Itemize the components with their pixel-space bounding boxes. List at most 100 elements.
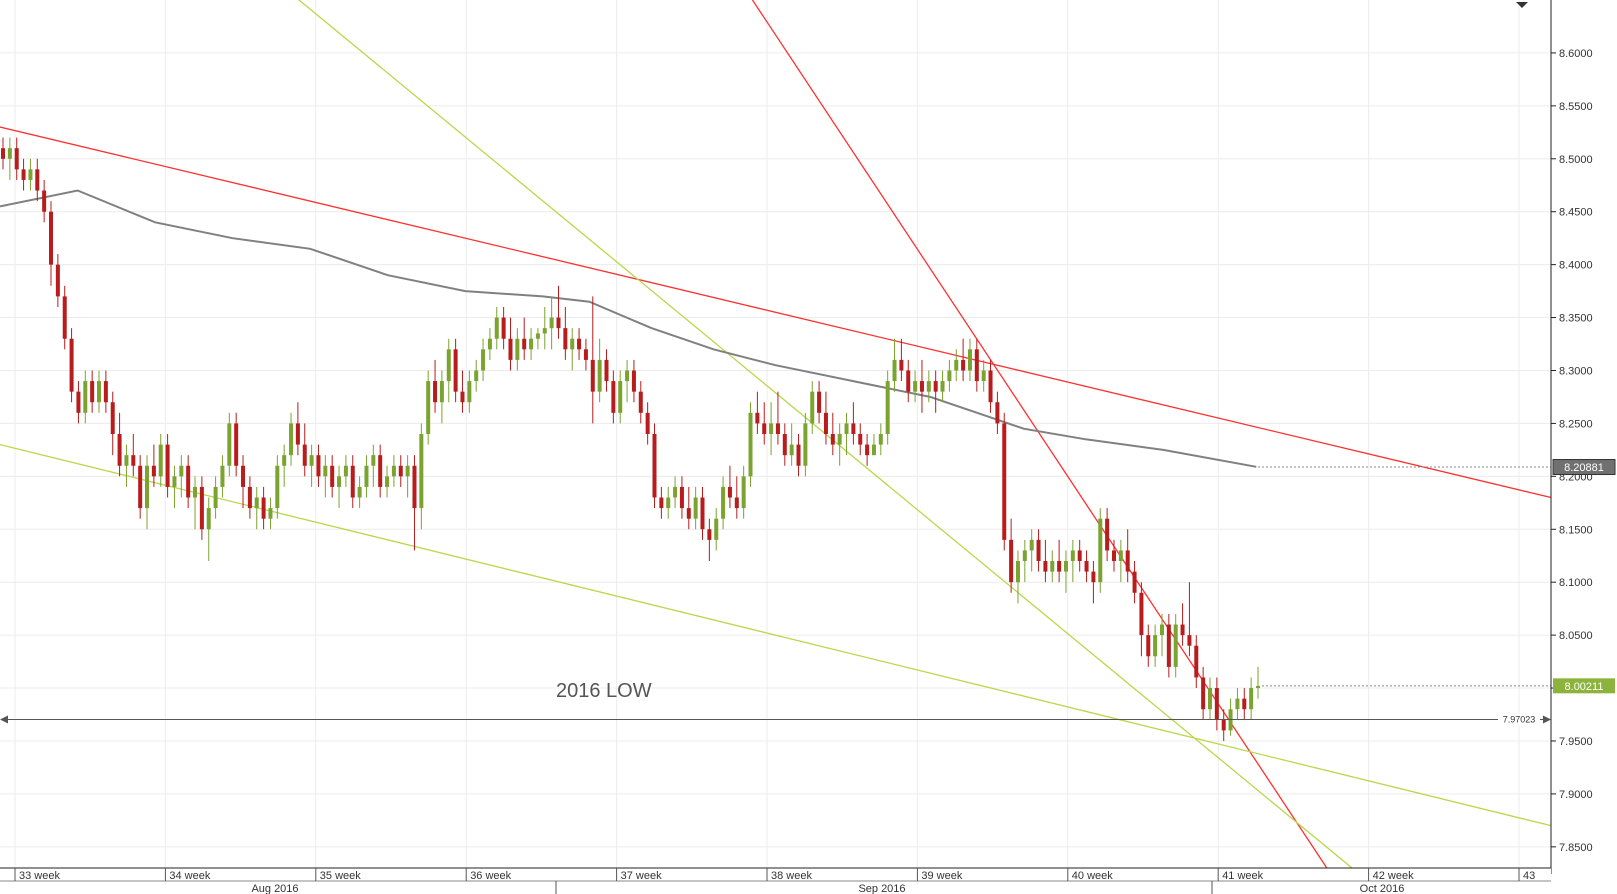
candle-body: [234, 423, 239, 466]
candle: [1235, 688, 1240, 720]
candle: [103, 370, 108, 413]
candle-body: [926, 381, 931, 392]
candle: [398, 455, 403, 487]
candle-body: [151, 465, 156, 477]
candle: [967, 338, 972, 382]
candle-body: [337, 476, 342, 487]
candle-body: [782, 434, 787, 456]
candle: [151, 444, 156, 487]
candle-body: [83, 381, 88, 413]
candle-body: [90, 381, 95, 403]
candle: [837, 423, 842, 466]
candle: [659, 486, 664, 519]
candle-body: [1256, 685, 1260, 689]
candle: [460, 370, 465, 413]
candle: [1153, 624, 1158, 667]
candle: [1125, 529, 1130, 583]
candle: [851, 402, 856, 445]
candle-body: [1139, 592, 1144, 636]
candle: [323, 455, 328, 498]
candle-body: [762, 423, 767, 434]
week-label: 40 week: [1072, 870, 1113, 882]
candle: [734, 476, 739, 519]
candle: [83, 370, 88, 424]
candle-body: [289, 423, 294, 456]
candle-body: [823, 412, 828, 434]
candle: [487, 328, 492, 360]
moving-average: [0, 189, 1257, 468]
candle-body: [446, 349, 451, 382]
candle: [343, 455, 348, 487]
candle-body: [535, 333, 540, 339]
candle: [467, 370, 472, 413]
candle: [7, 137, 12, 180]
candle-body: [906, 370, 911, 392]
candle-body: [467, 381, 472, 403]
candle-body: [1214, 688, 1219, 720]
candle-body: [426, 381, 431, 434]
candle-body: [309, 455, 314, 466]
candle: [542, 306, 547, 350]
candle-body: [357, 486, 362, 498]
candle: [426, 370, 431, 445]
candle: [919, 359, 924, 413]
candle-body: [652, 434, 657, 498]
level-arrow-left: [0, 715, 8, 724]
candle-body: [693, 497, 698, 519]
week-label: 36 week: [470, 870, 511, 882]
week-label: 38 week: [771, 870, 812, 882]
candle-body: [1043, 561, 1048, 572]
candle: [1077, 539, 1082, 572]
candle-body: [62, 296, 67, 339]
candle-body: [254, 497, 259, 509]
horizontal-level[interactable]: 7.97023: [0, 713, 1551, 726]
red-trend-line[interactable]: [682, 0, 1335, 879]
candle: [981, 359, 986, 392]
y-tick-label: 8.2500: [1559, 418, 1593, 430]
candle: [604, 349, 609, 392]
candle-body: [515, 338, 520, 360]
candle: [213, 476, 218, 519]
candle: [844, 412, 849, 456]
candle: [1159, 613, 1164, 657]
annotation-2016-low: 2016 LOW: [556, 680, 652, 702]
candle-body: [124, 455, 129, 466]
candle-body: [1153, 635, 1158, 657]
candle-body: [378, 455, 383, 487]
candle-body: [748, 412, 753, 477]
candle: [412, 455, 417, 551]
candle: [275, 455, 280, 519]
candle-body: [186, 465, 191, 498]
candle: [563, 306, 568, 360]
candle: [1111, 539, 1116, 572]
candle: [652, 423, 657, 509]
week-axis: 33 week 34 week 35 week 36 week 37 week 38 we…: [14, 868, 1535, 882]
y-tick-label: 8.3000: [1559, 365, 1593, 377]
candle-body: [1015, 561, 1020, 583]
red-trend-line[interactable]: [0, 126, 1552, 499]
candle-body: [865, 444, 870, 456]
month-label: Oct 2016: [1360, 883, 1405, 894]
week-label: 33 week: [19, 870, 60, 882]
candle: [762, 402, 767, 445]
candle-body: [199, 486, 204, 530]
ma-tag-label: 8.20881: [1564, 462, 1604, 474]
candle-body: [350, 465, 355, 498]
candle: [433, 359, 438, 413]
candle: [714, 508, 719, 551]
candle: [124, 444, 129, 487]
candle-body: [851, 423, 856, 434]
menu-arrow-icon[interactable]: [1516, 2, 1528, 8]
candle-body: [1098, 518, 1103, 583]
green-trend-line[interactable]: [171, 0, 1366, 880]
candle: [817, 381, 822, 424]
candle: [618, 370, 623, 424]
candle-body: [1207, 688, 1212, 710]
candle-body: [261, 497, 266, 519]
candle: [645, 402, 650, 445]
candle: [529, 328, 534, 360]
candle: [227, 412, 232, 477]
candle-body: [28, 169, 33, 180]
candle: [378, 444, 383, 498]
